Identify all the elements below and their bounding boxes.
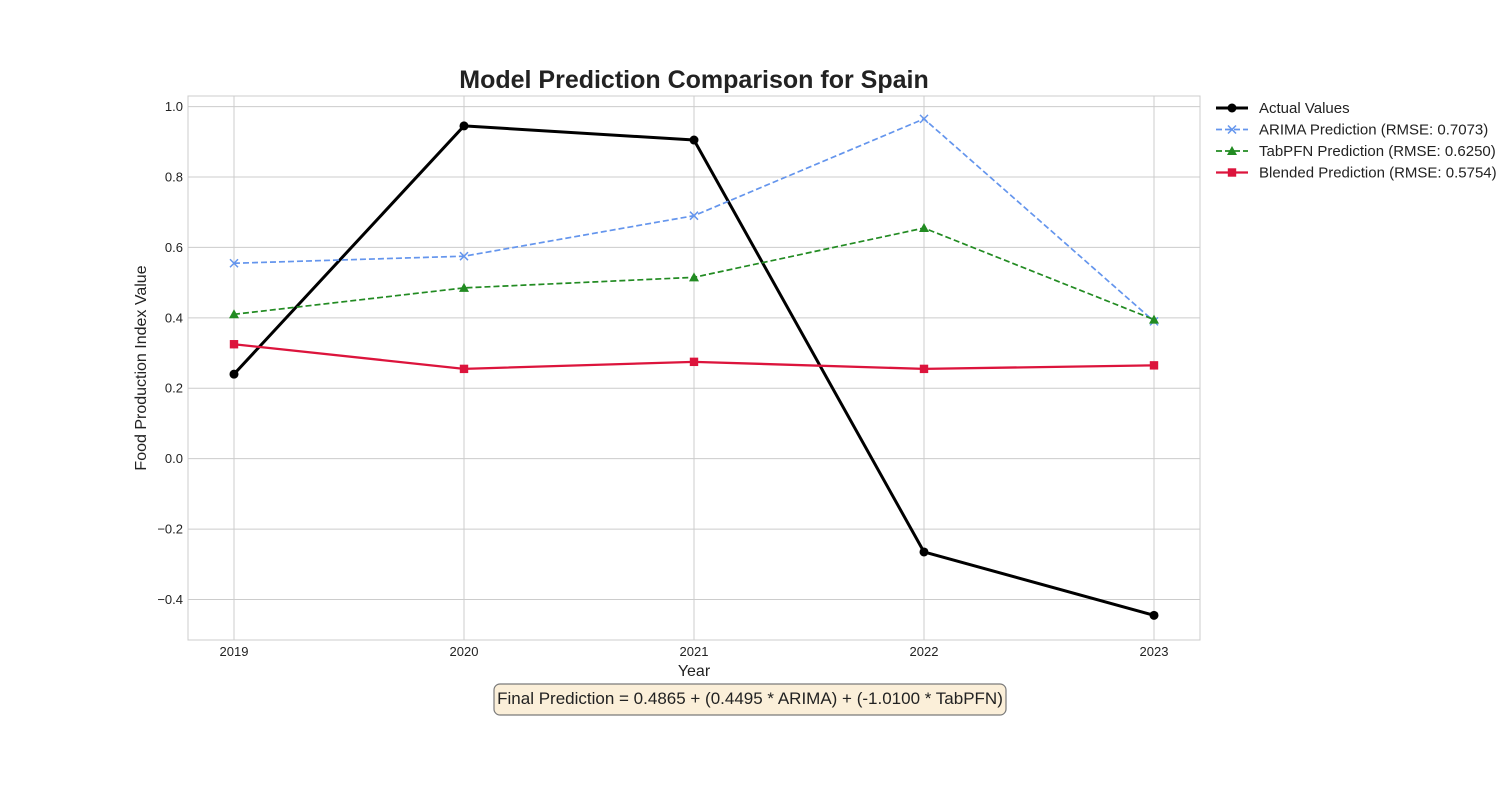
legend-marker xyxy=(1227,103,1237,113)
data-point xyxy=(229,369,239,379)
legend-item: Actual Values xyxy=(1216,100,1350,117)
data-point xyxy=(1149,314,1159,324)
x-axis-label: Year xyxy=(678,663,711,680)
y-tick-label: −0.4 xyxy=(157,592,183,607)
data-point xyxy=(919,114,929,124)
data-point xyxy=(1149,610,1159,620)
data-point xyxy=(919,364,929,374)
data-point xyxy=(919,223,929,233)
y-tick-label: 0.2 xyxy=(165,381,183,396)
data-point xyxy=(229,309,239,319)
data-point xyxy=(689,357,699,367)
legend-item: Blended Prediction (RMSE: 0.5754) xyxy=(1216,165,1497,182)
data-point xyxy=(459,251,469,261)
x-tick-label: 2021 xyxy=(680,644,709,659)
formula-box xyxy=(493,683,1007,716)
legend-marker xyxy=(1227,168,1237,177)
x-tick-label: 2020 xyxy=(450,644,479,659)
y-tick-label: 0.0 xyxy=(165,451,183,466)
legend: Actual Values ARIMA Prediction (RMSE: 0.7… xyxy=(1216,100,1497,182)
y-tick-label: 0.6 xyxy=(165,240,183,255)
data-point xyxy=(919,547,929,557)
legend-item: TabPFN Prediction (RMSE: 0.6250) xyxy=(1216,143,1496,160)
data-point xyxy=(689,272,699,282)
legend-item: ARIMA Prediction (RMSE: 0.7073) xyxy=(1216,122,1488,139)
data-point xyxy=(229,340,239,349)
y-tick-label: 0.8 xyxy=(165,169,183,184)
legend-marker xyxy=(1227,146,1237,155)
data-point xyxy=(689,135,699,145)
y-tick-label: −0.2 xyxy=(157,522,183,537)
x-tick-label: 2023 xyxy=(1140,644,1169,659)
series-group xyxy=(229,114,1159,620)
legend-label: Actual Values xyxy=(1259,100,1350,117)
data-point xyxy=(459,282,469,292)
data-point xyxy=(459,121,469,131)
chart-title: Model Prediction Comparison for Spain xyxy=(459,66,928,94)
data-point xyxy=(229,258,239,268)
legend-label: Blended Prediction (RMSE: 0.5754) xyxy=(1259,165,1497,182)
legend-label: ARIMA Prediction (RMSE: 0.7073) xyxy=(1259,122,1488,139)
legend-label: TabPFN Prediction (RMSE: 0.6250) xyxy=(1259,143,1496,160)
formula-annotation: Final Prediction = 0.4865 + (0.4495 * AR… xyxy=(493,683,1007,716)
y-axis-label: Food Production Index Value xyxy=(133,265,150,470)
y-tick-label: 1.0 xyxy=(165,99,183,114)
x-axis-ticks: 2019 2020 2021 2022 2023 xyxy=(220,644,1169,659)
y-tick-label: 0.4 xyxy=(165,310,183,325)
x-tick-label: 2022 xyxy=(910,644,939,659)
data-point xyxy=(1149,361,1159,370)
series-tabpfn-prediction xyxy=(229,223,1159,324)
series-blended-prediction xyxy=(229,340,1159,374)
data-point xyxy=(459,364,469,374)
x-tick-label: 2019 xyxy=(220,644,249,659)
y-axis-ticks: −0.4 −0.2 0.0 0.2 0.4 0.6 0.8 1.0 xyxy=(157,99,183,607)
data-point xyxy=(689,211,699,221)
formula-text: Final Prediction = 0.4865 + (0.4495 * AR… xyxy=(497,689,1003,708)
legend-marker xyxy=(1227,124,1237,135)
series-arima-prediction xyxy=(229,114,1159,326)
series-actual-values xyxy=(229,121,1159,620)
